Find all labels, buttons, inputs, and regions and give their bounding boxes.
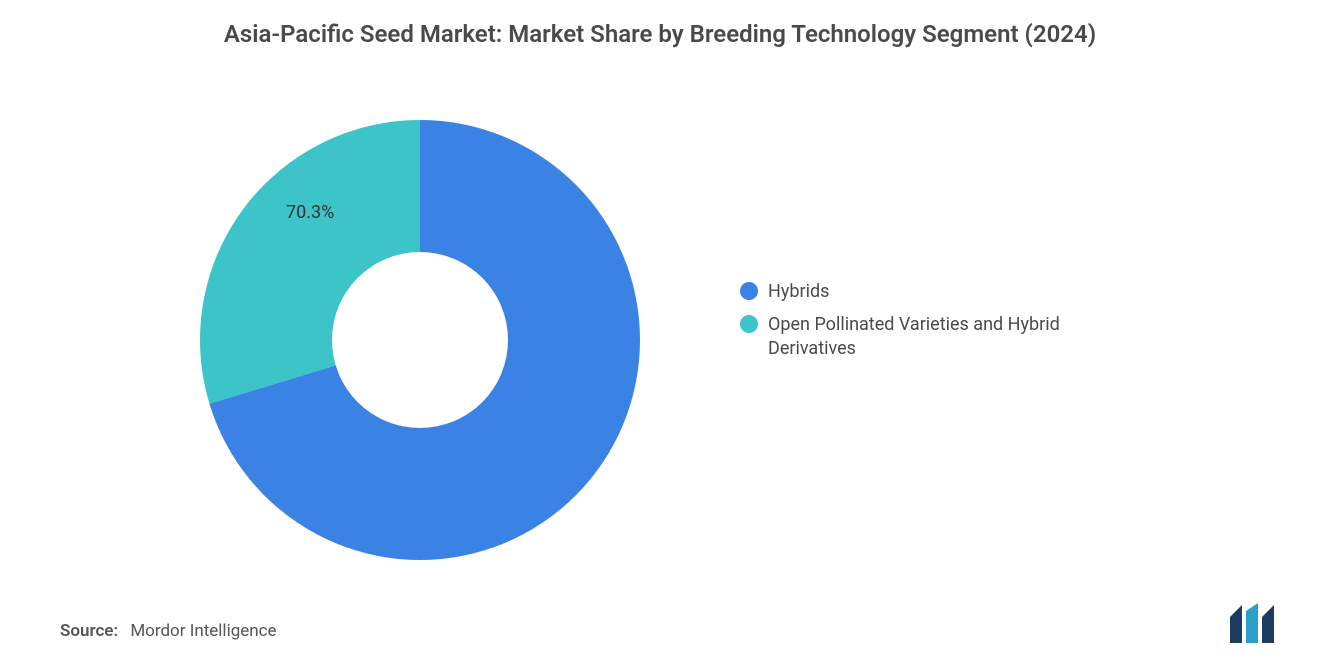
mordor-logo-icon [1228, 603, 1284, 643]
chart-title: Asia-Pacific Seed Market: Market Share b… [0, 18, 1320, 50]
source-value: Mordor Intelligence [130, 621, 276, 641]
legend-item-opv: Open Pollinated Varieties and Hybrid Der… [740, 313, 1120, 360]
source-label: Source: [60, 621, 118, 641]
legend-swatch-opv [740, 315, 758, 333]
legend-item-hybrids: Hybrids [740, 280, 1120, 303]
legend-label: Hybrids [768, 280, 829, 303]
slice-label-hybrids: 70.3% [286, 202, 334, 223]
donut-hole [332, 252, 508, 428]
legend-swatch-hybrids [740, 282, 758, 300]
legend-label: Open Pollinated Varieties and Hybrid Der… [768, 313, 1088, 360]
source-attribution: Source: Mordor Intelligence [60, 621, 277, 641]
donut-chart: 70.3% [200, 120, 640, 560]
legend: Hybrids Open Pollinated Varieties and Hy… [740, 280, 1120, 370]
chart-container: Asia-Pacific Seed Market: Market Share b… [0, 0, 1320, 665]
